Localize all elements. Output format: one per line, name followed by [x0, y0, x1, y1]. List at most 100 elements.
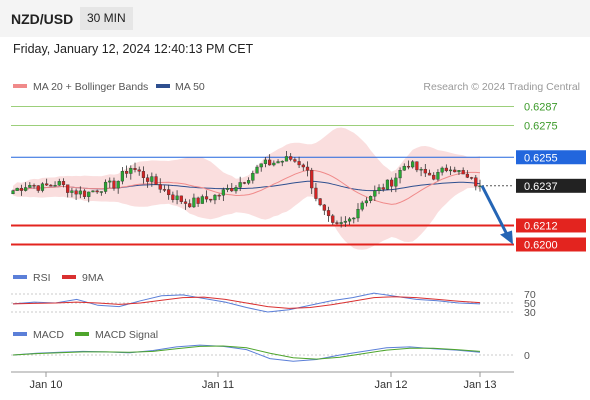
candle-body [19, 187, 24, 191]
macd-signal-legend-swatch [75, 332, 89, 336]
candle-body [280, 160, 284, 163]
candle-body [343, 220, 347, 223]
candle-body [103, 181, 108, 192]
candle-body [154, 176, 158, 185]
candle-body [53, 185, 57, 187]
candle-body [322, 204, 326, 211]
candle-body [188, 203, 192, 208]
candle-body [352, 217, 356, 220]
macd-signal-legend-label: MACD Signal [95, 329, 158, 341]
moving-averages [12, 169, 481, 205]
level-badge-0.6237 [516, 178, 586, 193]
level-badge-0.6212 [516, 218, 586, 233]
candle-body [394, 177, 398, 187]
candle-body [465, 173, 469, 178]
candle-body [57, 181, 61, 186]
candle-body [276, 161, 280, 164]
candle-body [364, 200, 369, 204]
macd-tick-0: 0 [524, 350, 530, 362]
candle-body [238, 182, 242, 188]
macd-legend-swatch [13, 332, 27, 336]
candle-body [66, 184, 70, 193]
candle-body [158, 184, 162, 190]
level-label-0.6255: 0.6255 [524, 152, 558, 164]
candle-body [448, 169, 453, 172]
candle-body [150, 176, 154, 182]
candle-body [339, 222, 343, 224]
candle-body [204, 196, 209, 200]
candle-body [289, 156, 293, 160]
rsi-series-1 [12, 296, 481, 309]
candle-body [32, 185, 36, 187]
x-tick-label: Jan 10 [29, 379, 62, 391]
candle-body [474, 177, 478, 187]
rsi-ma-legend-label: 9MA [82, 272, 104, 284]
candle-body [230, 188, 234, 192]
x-tick-label: Jan 11 [202, 379, 234, 391]
candle-body [436, 172, 440, 180]
candle-body [335, 222, 339, 224]
candle-body [82, 190, 87, 197]
macd-series-1 [12, 345, 481, 360]
candle-body [15, 187, 19, 191]
candle-body [74, 190, 78, 195]
candle-body [242, 182, 246, 184]
candle-body [87, 191, 91, 197]
candle-body [432, 174, 436, 180]
candle-body [331, 215, 335, 223]
candle-body [406, 165, 411, 168]
candle-body [293, 159, 297, 162]
candle-body [356, 208, 360, 219]
candle-body [419, 168, 423, 171]
candle-body [272, 162, 276, 166]
copyright-text: Research © 2024 Trading Central [423, 81, 580, 93]
level-badge-0.6200 [516, 237, 586, 252]
price-levels [11, 106, 514, 246]
rsi-legend-label: RSI [33, 272, 51, 284]
candle-body [427, 172, 432, 176]
candle-body [167, 189, 171, 196]
candle-body [183, 201, 188, 204]
candle-body [192, 197, 196, 208]
candle-body [398, 170, 402, 179]
rsi-tick-70: 70 [524, 289, 536, 301]
candle-body [209, 198, 213, 201]
candle-body [385, 179, 390, 190]
chart-datetime: Friday, January 12, 2024 12:40:13 PM CET [13, 42, 254, 56]
candle-body [40, 183, 45, 191]
forecast-arrow [480, 185, 513, 245]
candle-body [377, 187, 381, 191]
candle-body [373, 190, 377, 197]
candle-body [146, 177, 150, 182]
level-label-0.6200: 0.6200 [524, 240, 558, 252]
forecast-arrow-shaft [480, 185, 510, 238]
x-tick-label: Jan 13 [463, 379, 496, 391]
candle-body [133, 168, 137, 170]
candle-body [11, 190, 15, 195]
candle-body [141, 171, 146, 178]
candle-body [70, 190, 74, 193]
ma50-legend-swatch [156, 84, 170, 88]
candle-body [78, 190, 82, 195]
candle-body [251, 173, 255, 181]
pair-title: NZD/USD [11, 11, 74, 27]
candle-body [112, 180, 116, 189]
candle-body [221, 189, 225, 196]
candle-body [314, 187, 318, 199]
level-label-0.6237: 0.6237 [524, 181, 558, 193]
candle-body [247, 180, 251, 184]
candle-body [305, 166, 310, 171]
macd-panel: 0 [11, 344, 530, 362]
candle-body [213, 194, 217, 201]
timeframe-button[interactable]: 30 MIN [80, 7, 133, 30]
candle-body [120, 171, 124, 182]
rsi-legend-swatch [13, 275, 27, 279]
candle-body [61, 181, 66, 185]
candle-body [200, 196, 204, 204]
candle-body [36, 185, 40, 191]
ma20-legend-label: MA 20 + Bollinger Bands [33, 81, 148, 93]
candle-body [369, 196, 373, 201]
candle-body [196, 197, 200, 204]
candle-body [108, 180, 112, 183]
